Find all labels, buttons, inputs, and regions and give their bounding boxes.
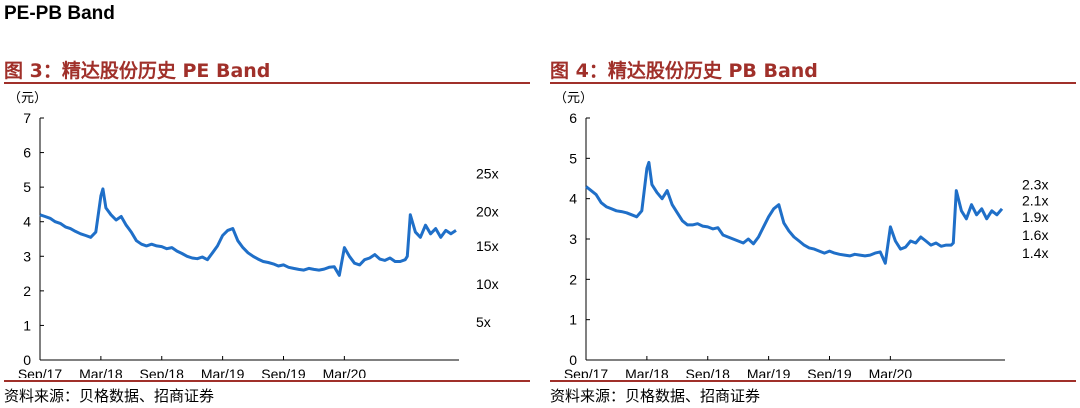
band-label: 15x bbox=[476, 238, 499, 254]
y-tick-label: 4 bbox=[569, 191, 577, 207]
x-tick-label: Sep/19 bbox=[261, 366, 306, 378]
page-heading: PE-PB Band bbox=[4, 3, 115, 24]
x-tick-label: Mar/19 bbox=[201, 366, 245, 378]
x-tick-label: Mar/18 bbox=[79, 366, 123, 378]
x-tick-label: Mar/20 bbox=[869, 366, 913, 378]
y-tick-label: 1 bbox=[23, 317, 31, 333]
band-label: 2.1x bbox=[1022, 193, 1048, 209]
y-tick-label: 4 bbox=[23, 214, 31, 230]
band-label: 20x bbox=[476, 203, 499, 219]
title-rule bbox=[4, 82, 530, 84]
y-unit-label: （元） bbox=[554, 91, 593, 106]
band-label: 5x bbox=[476, 314, 491, 330]
band-label: 25x bbox=[476, 165, 499, 181]
y-tick-label: 6 bbox=[569, 110, 577, 126]
y-tick-label: 5 bbox=[569, 150, 577, 166]
band-label: 1.9x bbox=[1022, 209, 1048, 225]
x-tick-label: Sep/18 bbox=[686, 366, 731, 378]
x-tick-label: Mar/19 bbox=[747, 366, 791, 378]
y-tick-label: 6 bbox=[23, 145, 31, 161]
x-tick-label: Sep/18 bbox=[140, 366, 185, 378]
price-series-line bbox=[585, 160, 1004, 265]
x-tick-label: Mar/20 bbox=[323, 366, 367, 378]
pb-band-chart: （元） 0 1 2 3 4 5 6 Sep/17 Mar/18 Sep/18 Mar/19 Sep/19… bbox=[554, 91, 1048, 378]
y-tick-label: 1 bbox=[569, 312, 577, 328]
pb-band-figure-title: 图 4：精达股份历史 PB Band bbox=[550, 60, 818, 82]
pe-band-chart: （元） 0 1 2 3 4 5 6 7 Sep/17 Mar/18 Sep/18 Mar/19 Sep/1… bbox=[8, 91, 499, 378]
source-rule bbox=[4, 380, 530, 382]
band-label: 10x bbox=[476, 276, 499, 292]
pe-band-figure-title: 图 3：精达股份历史 PE Band bbox=[4, 60, 271, 82]
x-tick-label: Mar/18 bbox=[625, 366, 669, 378]
y-tick-label: 2 bbox=[23, 283, 31, 299]
y-tick-label: 3 bbox=[569, 231, 577, 247]
y-tick-label: 0 bbox=[569, 352, 577, 368]
y-unit-label: （元） bbox=[8, 91, 47, 106]
band-label: 1.4x bbox=[1022, 245, 1048, 261]
y-tick-label: 0 bbox=[23, 352, 31, 368]
band-label: 1.6x bbox=[1022, 227, 1048, 243]
pb-band-panel: 图 4：精达股份历史 PB Band （元） 0 1 2 3 4 5 6 Sep/17 Mar/1… bbox=[550, 56, 1080, 408]
x-tick-label: Sep/17 bbox=[564, 366, 609, 378]
pe-band-panel: 图 3：精达股份历史 PE Band （元） 0 1 2 3 4 5 6 7 Sep/17 Mar/… bbox=[4, 56, 536, 408]
pe-band-source: 资料来源：贝格数据、招商证券 bbox=[4, 387, 215, 405]
pb-band-source: 资料来源：贝格数据、招商证券 bbox=[550, 387, 761, 405]
title-rule bbox=[550, 82, 1076, 84]
band-label: 2.3x bbox=[1022, 177, 1048, 193]
x-tick-label: Sep/19 bbox=[807, 366, 852, 378]
source-rule bbox=[550, 380, 1076, 382]
y-tick-label: 7 bbox=[23, 110, 31, 126]
x-tick-label: Sep/17 bbox=[18, 366, 63, 378]
price-series-line bbox=[39, 187, 457, 277]
y-tick-label: 2 bbox=[569, 271, 577, 287]
y-tick-label: 3 bbox=[23, 248, 31, 264]
y-tick-label: 5 bbox=[23, 179, 31, 195]
